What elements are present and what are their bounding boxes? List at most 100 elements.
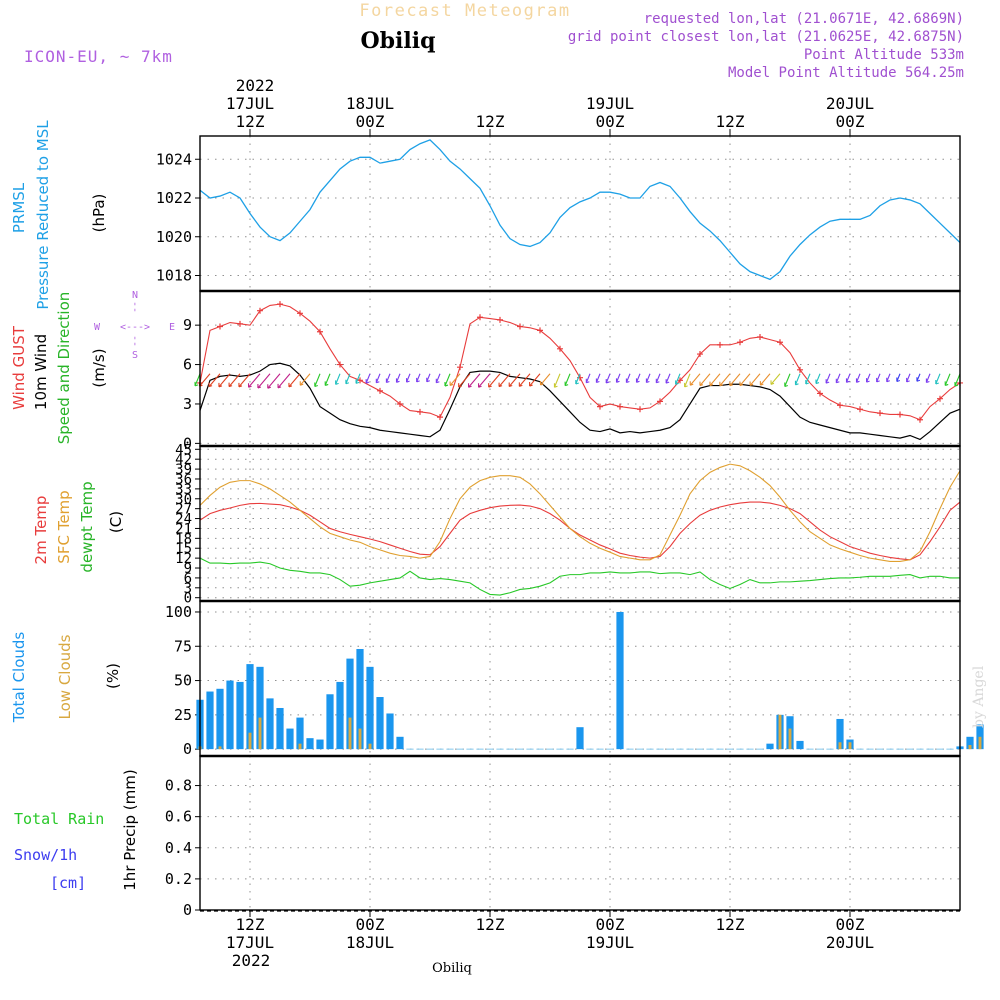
total-cloud-bar — [266, 698, 274, 750]
total-cloud-bar — [226, 680, 234, 750]
wind-arrow-head — [238, 382, 243, 388]
y-tick-label-0: 1020 — [156, 228, 192, 246]
wind-arrow-head — [684, 382, 688, 388]
low-cloud-bar — [968, 745, 972, 750]
top-date-label: 18JUL — [346, 94, 394, 113]
wind-arrow-head — [585, 378, 590, 384]
y-tick-label-4: 0.4 — [165, 839, 192, 857]
low-cloud-bar — [358, 728, 362, 750]
gust-marker — [277, 301, 283, 308]
wind-arrow-head — [435, 378, 440, 384]
snow-label: Snow/1h — [14, 846, 77, 864]
wind-arrow — [749, 373, 761, 386]
compass-arrow: <---> — [120, 322, 150, 333]
wind-arrow-head — [944, 381, 949, 386]
gust-marker — [337, 361, 343, 368]
wind-arrow-head — [449, 381, 454, 386]
y-tick-label-3: 0 — [183, 740, 192, 758]
wind-arrow — [625, 373, 631, 383]
gust-marker — [237, 320, 243, 327]
total-cloud-bar — [336, 681, 344, 750]
wind-arrow-head — [426, 377, 430, 383]
wind-arrow-head — [365, 379, 370, 384]
gust-line — [199, 303, 961, 421]
gust-marker — [437, 414, 443, 421]
wind-arrow-head — [655, 378, 660, 384]
wind-arrow — [488, 373, 501, 388]
wind-arrow — [575, 373, 581, 385]
wind-arrow-head — [468, 383, 472, 388]
wind-arrow-head — [395, 378, 400, 383]
model-label: ICON-EU, ~ 7km — [24, 47, 173, 66]
wind-arrow-head — [665, 379, 670, 384]
total-cloud-bar — [246, 664, 254, 750]
wind-arrow — [385, 373, 391, 383]
y-tick-label-2: 45 — [175, 442, 192, 458]
low-cloud-bar — [298, 743, 302, 750]
wind-arrow — [324, 373, 331, 386]
wind-arrow-head — [335, 380, 339, 385]
pressure-unit: (hPa) — [90, 194, 108, 233]
compass-e: E — [169, 322, 175, 333]
y-tick-label-3: 25 — [174, 706, 192, 724]
y-tick-label-2: 39 — [175, 462, 192, 478]
wind-arrow-head — [699, 381, 704, 387]
total-cloud-bar — [276, 707, 284, 750]
wind-arrow-head — [444, 382, 449, 387]
t2m-label: 2m Temp — [32, 496, 50, 565]
wind-arrow — [458, 373, 471, 388]
low-cloud-bar — [978, 736, 982, 750]
wind-arrow — [299, 373, 311, 386]
wind-arrow-head — [498, 382, 503, 388]
gust-marker — [457, 364, 463, 371]
wind-arrow — [218, 373, 231, 388]
low-cloud-bar — [248, 732, 252, 750]
wind-arrow — [199, 373, 211, 387]
total-cloud-bar — [386, 713, 394, 750]
wind-arrow — [770, 373, 781, 385]
compass-s: S — [132, 350, 138, 361]
wind-arrow-head — [314, 382, 318, 387]
wind-arrow — [855, 373, 861, 383]
gust-marker — [617, 403, 623, 410]
y-tick-label-2: 33 — [175, 482, 192, 498]
wind-arrow — [553, 373, 561, 388]
wind-arrow-head — [406, 378, 410, 383]
watermark: by Angel — [971, 665, 987, 728]
total-cloud-bar — [296, 717, 304, 750]
gust-marker — [777, 339, 783, 346]
wind-arrow-head — [805, 379, 809, 385]
gust-marker — [597, 403, 603, 410]
gust-marker — [637, 406, 643, 413]
wind-arrow-head — [375, 378, 380, 384]
compass-w: W — [94, 322, 101, 333]
total-cloud-bar — [256, 666, 264, 750]
total-cloud-bar — [216, 688, 224, 750]
wind-arrow-head — [595, 378, 600, 384]
gust-marker — [677, 377, 683, 384]
sfc-temp-line — [199, 463, 961, 562]
y-tick-label-0: 1018 — [156, 267, 192, 285]
bottom-year: 2022 — [232, 951, 271, 970]
wind-arrow — [540, 373, 551, 386]
gust-marker — [497, 316, 503, 323]
wind-arrow — [365, 373, 371, 384]
wind-arrow — [314, 373, 321, 387]
wind-arrow-head — [739, 381, 744, 387]
wind-arrow — [508, 373, 521, 387]
gust-marker — [857, 406, 863, 413]
wind-arrow — [435, 373, 441, 383]
wind-arrow-head — [729, 381, 734, 387]
wind-arrow-head — [709, 381, 714, 387]
wind-arrow — [248, 373, 261, 388]
wind-arrow — [277, 373, 291, 389]
total-cloud-bar — [576, 727, 584, 750]
t2m-line — [199, 501, 961, 561]
grid-point-coords: grid point closest lon,lat (21.0625E, 42… — [568, 29, 964, 45]
gust-marker — [377, 387, 383, 394]
wind-arrow-head — [508, 382, 513, 388]
wind-arrow — [784, 373, 791, 387]
gust-marker — [817, 390, 823, 397]
low-clouds-label: Low Clouds — [56, 634, 74, 719]
